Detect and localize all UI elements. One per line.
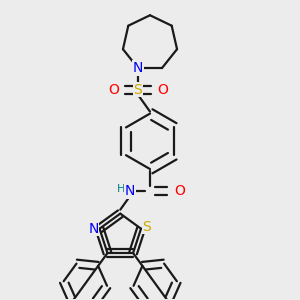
- Text: O: O: [174, 184, 185, 198]
- Text: O: O: [108, 83, 118, 97]
- Text: S: S: [142, 220, 151, 234]
- Text: N: N: [125, 184, 135, 198]
- Text: N: N: [88, 222, 99, 236]
- Text: O: O: [157, 83, 168, 97]
- Text: N: N: [133, 61, 143, 75]
- Text: H: H: [117, 184, 125, 194]
- Text: S: S: [134, 83, 142, 97]
